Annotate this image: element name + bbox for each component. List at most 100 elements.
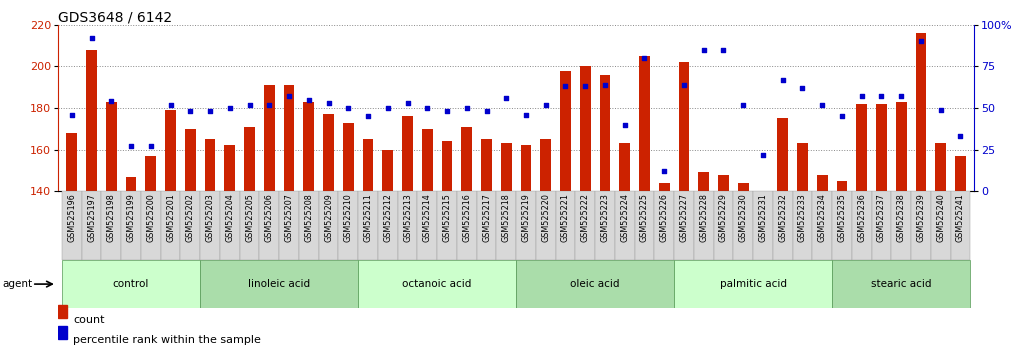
Text: GSM525201: GSM525201	[166, 193, 175, 242]
Point	[123, 143, 139, 149]
Text: GSM525239: GSM525239	[916, 193, 925, 242]
Point	[794, 85, 811, 91]
Point	[597, 82, 613, 87]
Bar	[694, 191, 714, 260]
Text: oleic acid: oleic acid	[571, 279, 620, 289]
Bar	[358, 191, 378, 260]
Bar	[240, 191, 259, 260]
Bar	[284, 85, 295, 191]
Text: GSM525227: GSM525227	[679, 193, 689, 242]
Point	[360, 113, 376, 119]
Text: linoleic acid: linoleic acid	[248, 279, 310, 289]
Bar	[496, 191, 516, 260]
Text: GSM525222: GSM525222	[581, 193, 590, 242]
Text: GSM525215: GSM525215	[442, 193, 452, 242]
Bar	[654, 191, 674, 260]
Bar	[126, 177, 136, 191]
Point	[301, 97, 317, 102]
Point	[400, 100, 416, 106]
Text: GSM525225: GSM525225	[640, 193, 649, 242]
Bar	[931, 191, 951, 260]
Text: GSM525229: GSM525229	[719, 193, 728, 242]
Bar	[951, 191, 970, 260]
Bar	[204, 139, 216, 191]
Bar	[398, 191, 417, 260]
Bar	[674, 191, 694, 260]
Bar	[441, 141, 453, 191]
Bar	[145, 156, 157, 191]
Text: GSM525221: GSM525221	[561, 193, 570, 242]
Point	[518, 112, 534, 118]
Point	[853, 93, 870, 99]
Text: GSM525198: GSM525198	[107, 193, 116, 242]
Bar	[363, 139, 373, 191]
Bar	[792, 191, 813, 260]
Bar	[576, 191, 595, 260]
Bar	[758, 191, 769, 218]
Point	[913, 39, 930, 44]
Bar	[737, 183, 749, 191]
Bar	[955, 156, 966, 191]
Text: GSM525196: GSM525196	[67, 193, 76, 242]
Bar	[462, 127, 472, 191]
Text: GSM525240: GSM525240	[937, 193, 945, 242]
Text: GSM525228: GSM525228	[700, 193, 708, 242]
Bar	[422, 129, 432, 191]
Text: stearic acid: stearic acid	[871, 279, 932, 289]
Bar	[516, 260, 674, 308]
Bar	[714, 191, 733, 260]
Point	[340, 105, 356, 111]
Text: GSM525220: GSM525220	[541, 193, 550, 242]
Text: GSM525206: GSM525206	[264, 193, 274, 242]
Text: GSM525232: GSM525232	[778, 193, 787, 242]
Text: percentile rank within the sample: percentile rank within the sample	[73, 335, 261, 345]
Text: GSM525197: GSM525197	[87, 193, 96, 242]
Bar	[540, 139, 551, 191]
Point	[498, 95, 515, 101]
Text: GSM525219: GSM525219	[522, 193, 531, 242]
Bar	[635, 191, 654, 260]
Point	[281, 93, 297, 99]
Bar	[773, 191, 792, 260]
Point	[933, 107, 949, 113]
Text: agent: agent	[2, 279, 33, 289]
Bar	[106, 102, 117, 191]
Bar	[915, 33, 926, 191]
Bar	[200, 260, 358, 308]
Point	[142, 143, 159, 149]
Bar	[382, 149, 394, 191]
Bar	[378, 191, 398, 260]
Text: GSM525202: GSM525202	[186, 193, 195, 242]
Bar	[180, 191, 200, 260]
Text: GSM525223: GSM525223	[600, 193, 609, 242]
Text: GSM525234: GSM525234	[818, 193, 827, 242]
Bar	[817, 175, 828, 191]
Point	[202, 108, 219, 114]
Bar	[876, 104, 887, 191]
Bar	[699, 172, 709, 191]
Point	[874, 93, 890, 99]
Bar	[615, 191, 635, 260]
Bar	[872, 191, 891, 260]
Point	[775, 77, 791, 82]
Bar	[225, 145, 235, 191]
Text: GSM525217: GSM525217	[482, 193, 491, 242]
Bar	[639, 56, 650, 191]
Text: GSM525213: GSM525213	[403, 193, 412, 242]
Text: GSM525224: GSM525224	[620, 193, 630, 242]
Bar	[81, 191, 102, 260]
Text: GSM525210: GSM525210	[344, 193, 353, 242]
Point	[83, 35, 100, 41]
Point	[637, 55, 653, 61]
Point	[261, 102, 278, 108]
Bar	[560, 70, 571, 191]
Bar	[259, 191, 279, 260]
Bar	[595, 191, 615, 260]
Text: GSM525238: GSM525238	[897, 193, 906, 242]
Text: octanoic acid: octanoic acid	[403, 279, 472, 289]
Bar	[619, 143, 631, 191]
Bar	[121, 191, 141, 260]
Bar	[141, 191, 161, 260]
Bar	[777, 118, 788, 191]
Bar	[718, 175, 729, 191]
